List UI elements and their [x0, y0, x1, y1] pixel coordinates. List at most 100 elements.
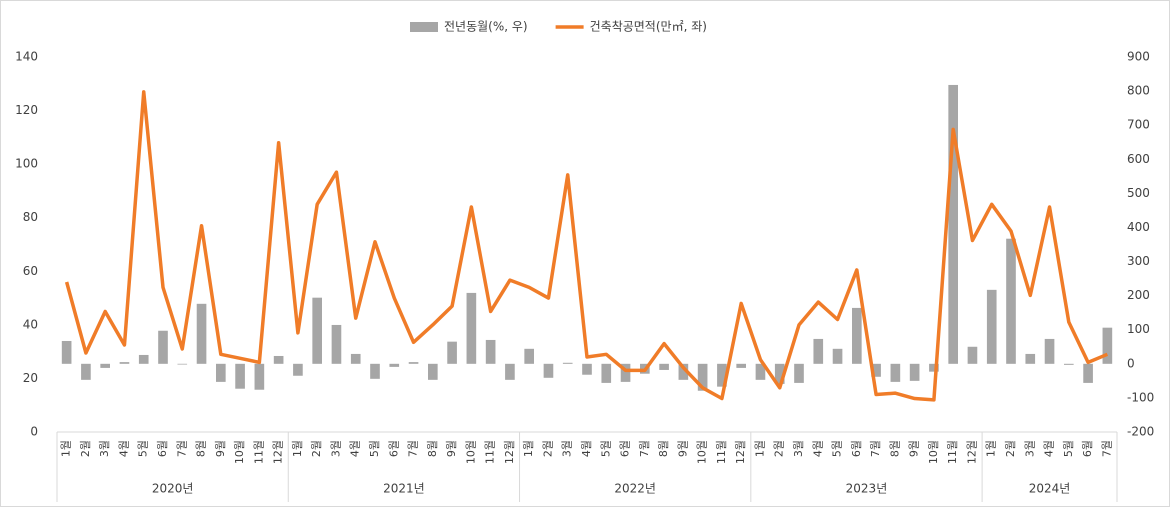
bar: [678, 363, 689, 380]
x-tick-label: 1월: [753, 440, 766, 457]
bar: [736, 363, 746, 368]
bar: [485, 339, 496, 364]
bar: [235, 363, 245, 389]
x-tick-label: 10월: [233, 440, 246, 464]
x-tick-label: 5월: [831, 440, 844, 457]
x-tick-label: 1월: [291, 440, 304, 457]
bar: [601, 363, 612, 383]
x-tick-label: 2월: [541, 440, 554, 457]
bar: [1044, 338, 1055, 364]
x-tick-label: 12월: [965, 440, 978, 464]
bar: [350, 353, 361, 364]
x-group-label: 2023년: [846, 482, 888, 496]
bar: [871, 363, 881, 377]
line: [64, 90, 1109, 402]
y-tick-label: 20: [23, 371, 38, 385]
y2-tick-label: 300: [1127, 254, 1150, 268]
bar: [389, 363, 400, 367]
x-tick-label: 11월: [715, 440, 728, 464]
y2-tick-label: 900: [1127, 50, 1150, 64]
y-tick-label: 80: [23, 210, 38, 224]
bar: [370, 363, 380, 379]
x-tick-label: 7월: [638, 440, 651, 457]
x-tick-label: 11월: [252, 440, 265, 464]
bar: [312, 297, 322, 364]
y2-tick-label: 100: [1127, 322, 1150, 336]
y-tick-label: 60: [23, 264, 38, 278]
bar: [948, 84, 958, 364]
bar: [929, 363, 939, 372]
x-tick-label: 7월: [407, 440, 420, 457]
x-tick-label: 9월: [214, 440, 227, 457]
x-tick-label: 1월: [522, 440, 535, 457]
bar: [216, 363, 226, 382]
y2-tick-label: 400: [1127, 220, 1150, 234]
x-tick-label: 6월: [1081, 440, 1094, 457]
bar: [524, 348, 534, 364]
bar: [447, 341, 457, 364]
x-tick-label: 12월: [734, 440, 747, 464]
bar: [1025, 353, 1036, 364]
bar: [1006, 238, 1016, 364]
x-tick-label: 2월: [310, 440, 323, 457]
y2-tick-label: 200: [1127, 288, 1150, 302]
bar: [659, 363, 669, 370]
bar: [832, 348, 843, 364]
legend-label: 전년동월(%, 우): [444, 20, 528, 34]
x-tick-label: 5월: [137, 440, 150, 457]
bar: [967, 346, 978, 364]
bar: [273, 355, 284, 364]
bar: [138, 354, 149, 364]
bar: [408, 362, 419, 364]
x-tick-label: 2월: [79, 440, 92, 457]
x-tick-label: 3월: [329, 440, 342, 457]
y-tick-label: 100: [15, 157, 38, 171]
x-group-label: 2022년: [614, 482, 656, 496]
x-tick-label: 6월: [850, 440, 863, 457]
bar: [1064, 363, 1074, 365]
bar: [543, 363, 554, 378]
bar: [909, 363, 920, 381]
x-tick-label: 10월: [464, 440, 477, 464]
x-tick-label: 4월: [580, 440, 593, 457]
x-tick-label: 6월: [619, 440, 632, 457]
bar: [505, 363, 515, 380]
x-tick-label: 3월: [1023, 440, 1036, 457]
x-tick-label: 8월: [195, 440, 208, 457]
y2-tick-label: 500: [1127, 186, 1150, 200]
x-tick-label: 3월: [792, 440, 805, 457]
bar: [428, 363, 438, 380]
bar: [254, 363, 265, 390]
x-tick-label: 10월: [927, 440, 940, 464]
x-tick-label: 8월: [657, 440, 670, 457]
x-tick-label: 12월: [503, 440, 516, 464]
bar: [177, 363, 188, 365]
y2-tick-label: 600: [1127, 152, 1150, 166]
bar: [331, 324, 342, 364]
bar: [466, 292, 477, 364]
x-tick-label: 7월: [175, 440, 188, 457]
x-tick-label: 4월: [811, 440, 824, 457]
bar: [1102, 327, 1113, 364]
bar: [100, 363, 110, 368]
bar: [582, 363, 592, 375]
bar: [697, 363, 708, 391]
x-tick-label: 7월: [1100, 440, 1113, 457]
x-tick-label: 4월: [117, 440, 130, 457]
x-tick-label: 6월: [156, 440, 169, 457]
x-tick-label: 8월: [426, 440, 439, 457]
y2-tick-label: -200: [1127, 425, 1154, 439]
bar: [813, 338, 824, 364]
bar: [562, 362, 573, 364]
y-tick-label: 40: [23, 317, 38, 331]
bar: [119, 362, 130, 364]
x-tick-label: 2월: [1004, 440, 1017, 457]
bar: [81, 363, 91, 380]
x-tick-label: 2월: [773, 440, 786, 457]
x-group-label: 2024년: [1029, 482, 1071, 496]
y-tick-label: 120: [15, 103, 38, 117]
bar: [890, 363, 901, 382]
x-tick-label: 9월: [445, 440, 458, 457]
